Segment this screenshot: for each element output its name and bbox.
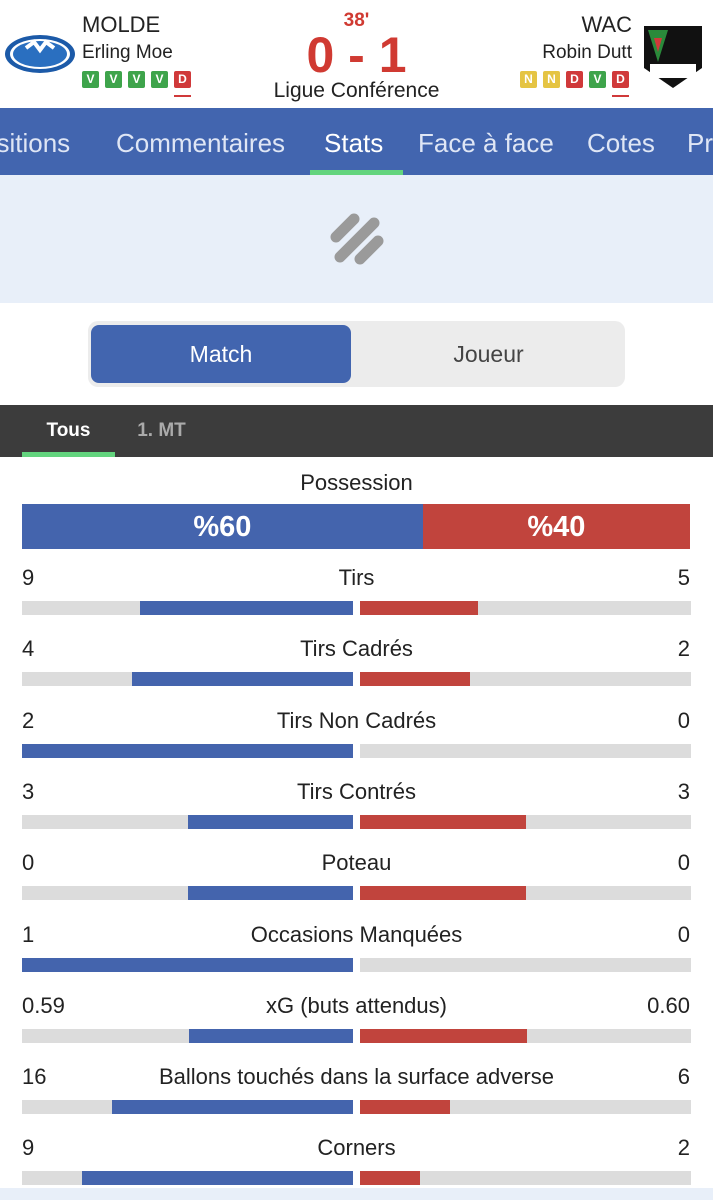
stat-bar-home [82,1171,353,1186]
stat-home-value: 1 [22,921,35,947]
form-badge: D [566,71,583,88]
nav-bar [0,108,713,175]
stat-track-away [360,957,691,972]
toggle-option[interactable]: Match [91,325,351,383]
stat-bar-away [360,601,479,615]
form-badge: V [128,71,145,88]
stat-home-value: 4 [22,636,35,662]
period-underline [22,452,115,457]
home-name: MOLDE [82,12,161,37]
competition: Ligue Conférence [273,79,440,102]
stat-bar-away [360,1171,421,1186]
home-coach: Erling Moe [82,42,173,63]
nav-tab[interactable]: Cotes [587,128,655,158]
form-badge: N [543,71,560,88]
stat-home-value: 16 [22,1064,47,1090]
away-logo [644,26,702,88]
form-badge: D [612,71,629,88]
away-name: WAC [581,12,632,37]
form-badge: D [174,71,191,88]
period-tab[interactable]: Tous [46,420,91,441]
possession-bar-away: %40 [422,504,690,549]
stat-home-value: 0.59 [22,992,65,1018]
stat-away-value: 0 [677,707,690,733]
stat-label: Tirs [338,565,375,590]
stat-bar-away [360,1100,451,1115]
stat-away-value: 2 [677,636,690,662]
stat-bar-away [360,1028,527,1043]
stat-track-away [360,743,691,758]
stat-label: Tirs Non Cadrés [276,707,437,733]
form-underline [174,95,191,97]
stat-bar-home [140,601,353,615]
form-badge: N [520,71,537,88]
stat-home-value: 2 [22,707,35,733]
nav-tab[interactable]: ositions [0,128,71,158]
stat-label: Poteau [321,850,392,876]
nav-tab[interactable]: Stats [324,128,384,158]
stat-away-value: 6 [677,1064,690,1090]
period-tab[interactable]: 1. MT [137,420,186,441]
possession-bar-home: %60 [22,504,423,549]
stat-label: xG (buts attendus) [266,992,447,1018]
stat-bar-away [360,886,526,901]
stat-home-value: 0 [22,850,35,876]
stat-home-value: 3 [22,778,35,804]
stat-away-value: 5 [677,565,690,590]
stat-home-value: 9 [22,1135,35,1161]
stat-bar-home [187,814,353,829]
stat-away-value: 0 [677,850,690,876]
nav-tab-underline [310,170,403,175]
form-badge: V [105,71,122,88]
stat-label: Occasions Manquées [250,921,463,947]
stat-bar-home [22,743,353,758]
away-coach: Robin Dutt [542,42,632,63]
minute: 38' [343,10,370,31]
stat-track-away [360,1171,691,1186]
form-underline [612,95,629,97]
stat-bar-home [22,957,353,972]
stat-bar-home [132,672,353,687]
stat-label: Corners [317,1135,396,1161]
stat-away-value: 3 [677,778,690,804]
stat-home-value: 9 [22,565,35,590]
stat-away-value: 0 [677,921,690,947]
stat-bar-home [112,1100,353,1115]
toggle-option[interactable]: Joueur [453,341,524,367]
nav-tab[interactable]: Face à face [418,128,554,158]
banner [0,175,713,303]
home-logo [5,35,75,73]
stat-bar-home [188,1028,353,1043]
stat-bar-home [187,886,353,901]
footer-strip [0,1188,713,1200]
stat-label: Tirs Cadrés [300,636,413,662]
stat-label: Tirs Contrés [297,778,416,804]
period-bar [0,405,713,457]
stat-bar-away [360,814,526,829]
nav-tab[interactable]: Commentaires [116,128,286,158]
possession-label: Possession [300,470,413,495]
stat-bar-away [360,672,471,687]
loading-icon [330,213,384,265]
stat-away-value: 2 [677,1135,690,1161]
form-badge: V [151,71,168,88]
nav-tab[interactable]: Pr [687,128,713,158]
match-header: MOLDE Erling Moe 38' 0 - 1 Ligue Confére… [0,0,713,108]
stat-away-value: 0.60 [647,992,690,1018]
stat-label: Ballons touchés dans la surface adverse [158,1064,554,1090]
form-badge: V [589,71,606,88]
form-badge: V [82,71,99,88]
score: 0 - 1 [306,27,407,83]
